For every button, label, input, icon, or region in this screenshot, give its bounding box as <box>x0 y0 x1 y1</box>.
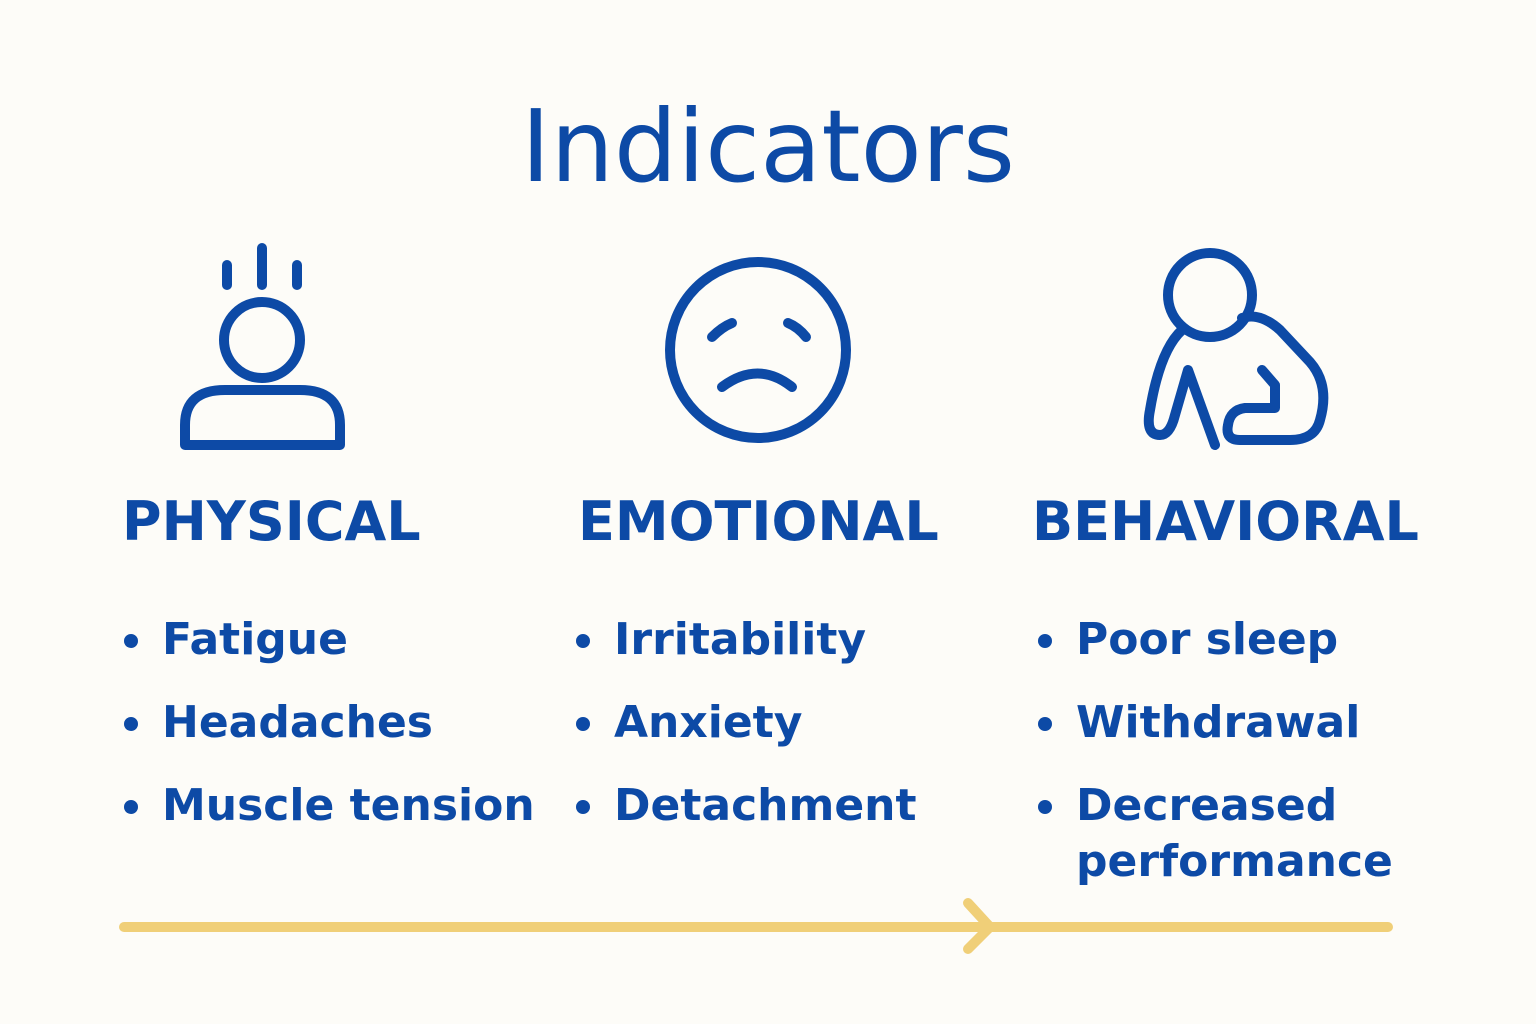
list: Poor sleep Withdrawal Decreased performa… <box>1034 612 1436 917</box>
list: Irritability Anxiety Detachment <box>572 612 974 861</box>
list-item: Decreased performance <box>1034 778 1406 890</box>
progress-arrow <box>119 898 1393 954</box>
behavioral-icon <box>1143 248 1329 450</box>
category-heading: PHYSICAL <box>122 490 421 553</box>
list-item: Muscle tension <box>120 778 582 834</box>
list: Fatigue Headaches Muscle tension <box>120 612 582 861</box>
emotional-icon <box>665 257 851 443</box>
list-item: Headaches <box>120 695 522 751</box>
list-item: Detachment <box>572 778 974 834</box>
category-heading: EMOTIONAL <box>578 490 939 553</box>
list-item: Fatigue <box>120 612 522 668</box>
physical-icon <box>180 243 345 450</box>
category-heading: BEHAVIORAL <box>1032 490 1419 553</box>
list-item: Anxiety <box>572 695 974 751</box>
list-item: Withdrawal <box>1034 695 1436 751</box>
list-item: Poor sleep <box>1034 612 1436 668</box>
title: Indicators <box>521 88 1015 205</box>
list-item: Irritability <box>572 612 974 668</box>
